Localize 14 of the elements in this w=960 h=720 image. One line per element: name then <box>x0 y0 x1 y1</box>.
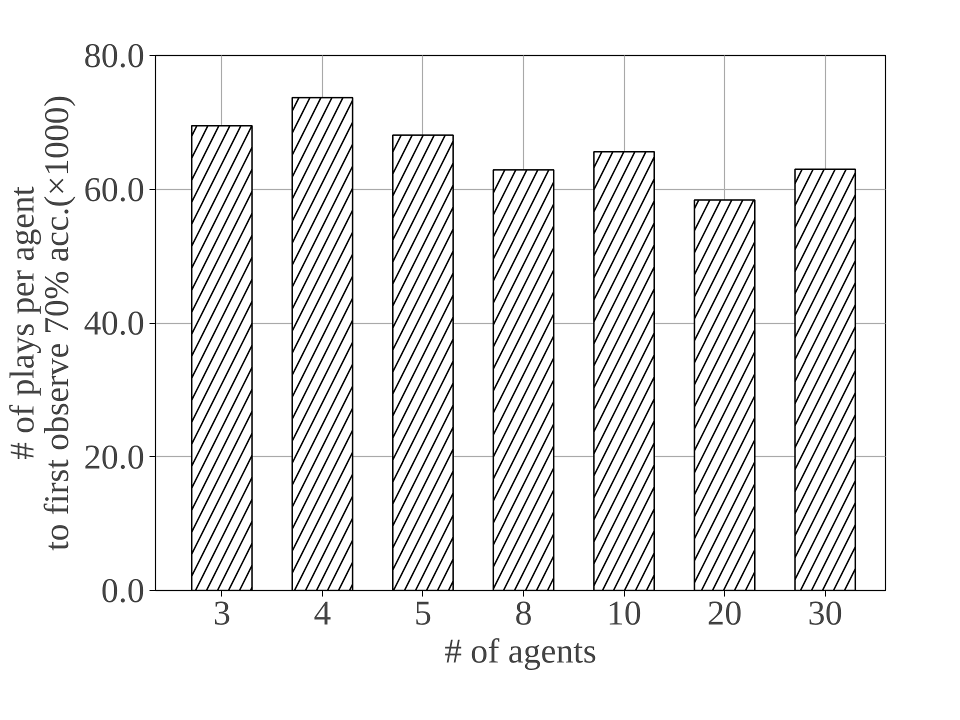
y-tick-label: 60.0 <box>84 170 145 209</box>
y-tick-label: 0.0 <box>101 572 145 610</box>
y-tick-label: 20.0 <box>84 438 145 476</box>
y-tick-label: 40.0 <box>84 304 145 342</box>
x-tick-label: 4 <box>314 594 332 632</box>
x-tick-label: 10 <box>606 594 642 632</box>
y-tick-label: 80.0 <box>84 37 145 75</box>
x-tick-label: 30 <box>808 594 842 632</box>
x-tick-label: 5 <box>414 594 432 632</box>
x-axis-title: # of agents <box>444 632 597 670</box>
y-axis-title: # of plays per agent to first observe 70% acc.(×1000) <box>4 95 76 551</box>
x-tick-label: 20 <box>707 594 742 632</box>
x-tick-label: 8 <box>514 594 532 632</box>
x-tick-label: 3 <box>213 594 231 632</box>
